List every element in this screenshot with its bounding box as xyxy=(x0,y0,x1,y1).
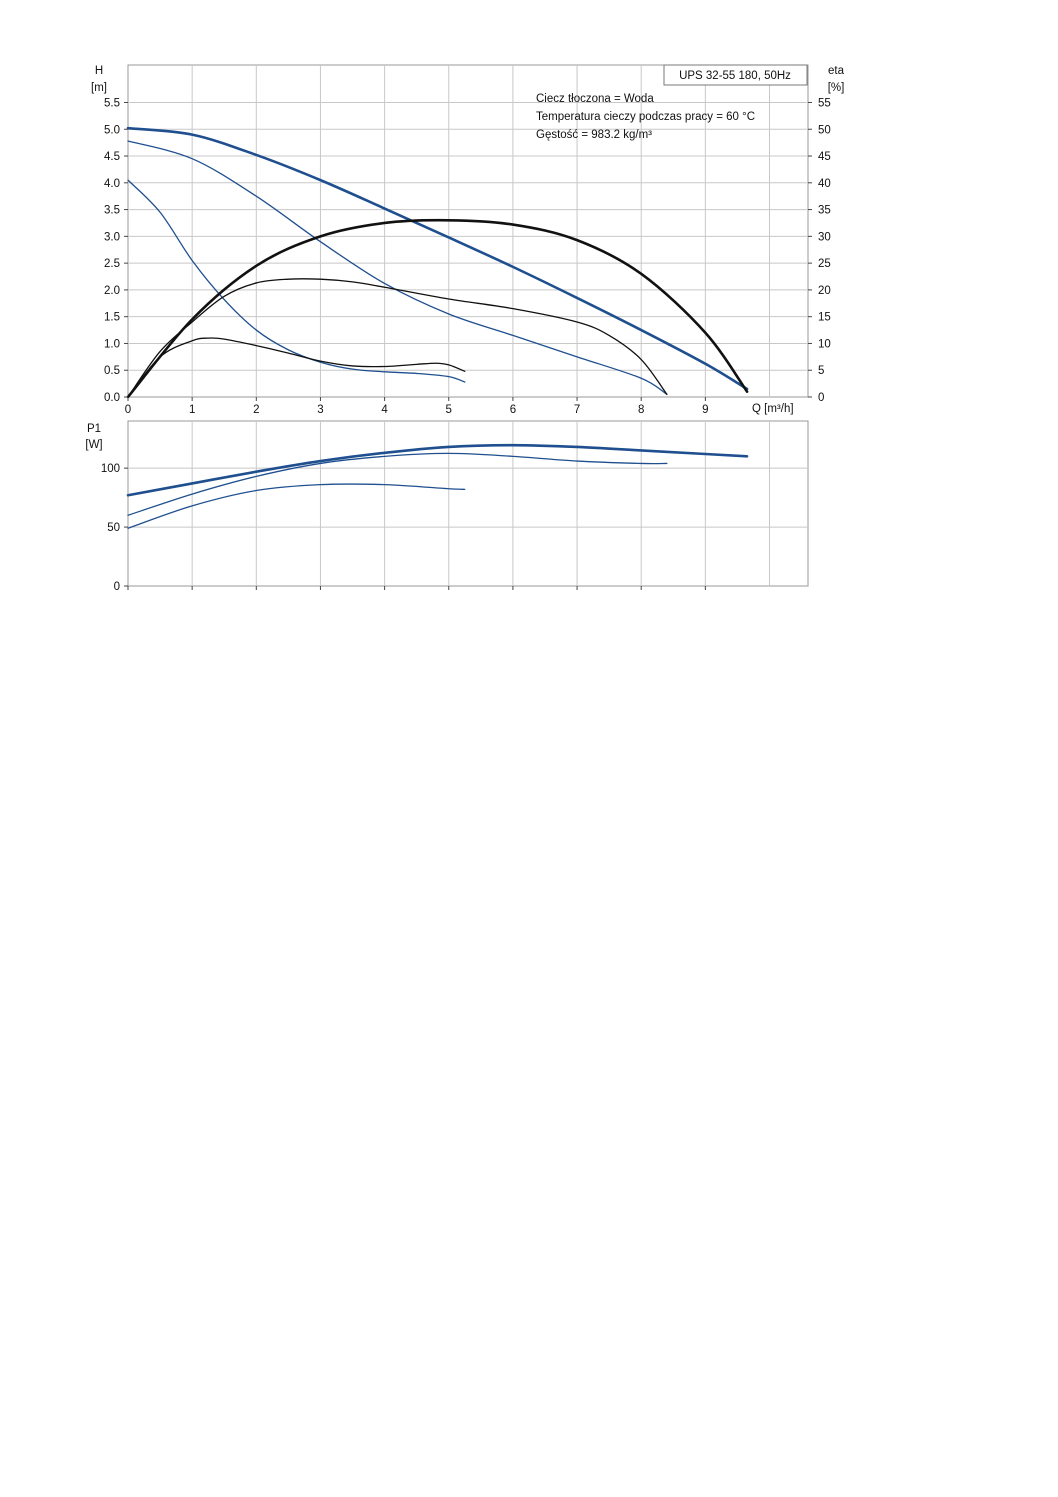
right-tick-label: 40 xyxy=(818,178,831,190)
title-box xyxy=(663,64,808,86)
x-tick-label: 8 xyxy=(638,404,644,416)
right-axis-unit: [%] xyxy=(828,82,845,94)
efficiency-curve-4 xyxy=(127,278,668,398)
right-tick-label: 45 xyxy=(818,151,831,163)
power-curve-0 xyxy=(126,443,749,497)
left-tick-label: 0.5 xyxy=(104,365,120,377)
power-curve-1 xyxy=(127,452,668,516)
top-grid xyxy=(128,65,808,397)
head-curve-1 xyxy=(127,140,668,395)
right-tick-label: 5 xyxy=(818,365,824,377)
x-axis-label: Q [m³/h] xyxy=(752,403,794,415)
x-tick-label: 0 xyxy=(125,404,131,416)
left-tick-label: 4.0 xyxy=(104,178,120,190)
x-tick-label: 3 xyxy=(317,404,323,416)
left-tick-label: 1.5 xyxy=(104,312,120,324)
left-axis-label: H xyxy=(95,65,103,77)
x-tick-label: 9 xyxy=(702,404,708,416)
x-tick-label: 1 xyxy=(189,404,195,416)
power-panel: 0 50 100 P1 [W] xyxy=(85,420,809,593)
efficiency-curve-5 xyxy=(127,337,466,398)
right-tick-label: 50 xyxy=(818,124,831,136)
left-tick-label: 5.5 xyxy=(104,97,120,109)
power-axis-unit: [W] xyxy=(85,439,102,451)
left-tick-label: 2.0 xyxy=(104,285,120,297)
left-tick-label: 3.0 xyxy=(104,231,120,243)
left-tick-label: 4.5 xyxy=(104,151,120,163)
power-curve-2 xyxy=(127,483,466,529)
left-tick-labels: 0.0 0.5 1.0 1.5 2.0 2.5 3.0 3.5 4.0 4.5 5.0 5.5 xyxy=(104,97,128,404)
right-tick-label: 20 xyxy=(818,285,831,297)
right-tick-label: 0 xyxy=(818,392,824,404)
power-tick-labels: 0 50 100 xyxy=(101,463,128,593)
annotation-temperature: Temperatura cieczy podczas pracy = 60 °C xyxy=(536,111,755,123)
x-tick-label: 6 xyxy=(510,404,516,416)
power-axis-label: P1 xyxy=(87,423,101,435)
bottom-plot-area xyxy=(127,420,809,587)
annotation-density: Gęstość = 983.2 kg/m³ xyxy=(536,129,652,141)
x-tick-label: 5 xyxy=(446,404,452,416)
left-tick-label: 3.5 xyxy=(104,205,120,217)
right-tick-label: 10 xyxy=(818,338,831,350)
x-tick-label: 2 xyxy=(253,404,259,416)
left-tick-label: 0.0 xyxy=(104,392,120,404)
bottom-series-group xyxy=(126,443,749,529)
right-tick-label: 35 xyxy=(818,205,831,217)
annotation-fluid: Ciecz tłoczona = Woda xyxy=(536,93,654,105)
right-tick-labels: 0 5 10 15 20 25 30 35 40 45 50 55 xyxy=(808,97,831,404)
efficiency-curve-3 xyxy=(126,218,749,399)
power-tick-label: 0 xyxy=(114,581,120,593)
right-tick-label: 55 xyxy=(818,97,831,109)
left-tick-label: 1.0 xyxy=(104,338,120,350)
top-plot-area xyxy=(127,64,809,398)
top-series-group xyxy=(126,126,749,399)
right-tick-label: 15 xyxy=(818,312,831,324)
left-tick-label: 5.0 xyxy=(104,124,120,136)
right-tick-label: 25 xyxy=(818,258,831,270)
power-tick-label: 100 xyxy=(101,463,120,475)
right-tick-label: 30 xyxy=(818,231,831,243)
head-curve-0 xyxy=(126,126,749,391)
x-tick-label: 4 xyxy=(381,404,388,416)
power-tick-label: 50 xyxy=(107,522,120,534)
bottom-grid xyxy=(127,421,808,590)
left-axis-unit: [m] xyxy=(91,82,107,94)
left-tick-label: 2.5 xyxy=(104,258,120,270)
chart-title: UPS 32-55 180, 50Hz xyxy=(679,70,791,82)
right-axis-label: eta xyxy=(828,65,845,77)
x-tick-labels: 0 1 2 3 4 5 6 7 8 9 xyxy=(125,397,709,416)
x-tick-label: 7 xyxy=(574,404,580,416)
